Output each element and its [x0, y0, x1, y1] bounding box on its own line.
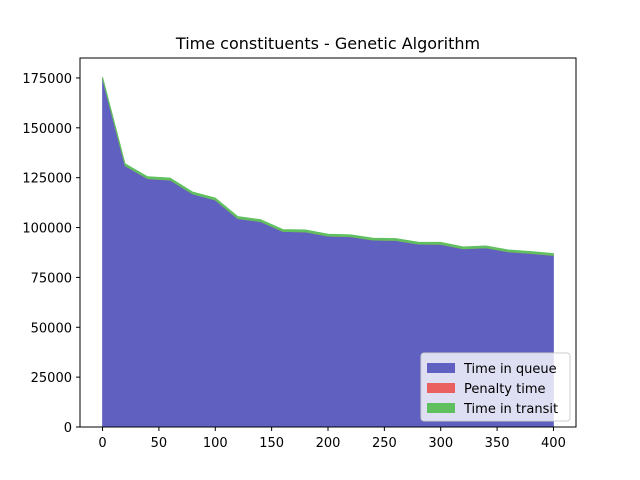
area-series-time-in-transit — [102, 76, 554, 256]
plot-frame — [79, 57, 577, 428]
legend: Time in queue Penalty time Time in transit — [420, 352, 571, 422]
y-tick-label: 100000 — [22, 222, 72, 237]
y-tick-label: 0 — [64, 421, 72, 436]
x-tick-label: 350 — [485, 436, 510, 451]
x-tick-label: 50 — [151, 436, 168, 451]
legend-label: Penalty time — [464, 382, 546, 397]
y-tick-label: 175000 — [22, 72, 72, 87]
x-tick-label: 0 — [98, 436, 106, 451]
y-axis: 0 25000 50000 75000 100000 125000 150000 175000 — [22, 72, 80, 436]
x-tick-label: 300 — [428, 436, 453, 451]
x-tick-label: 400 — [541, 436, 566, 451]
x-tick-label: 100 — [203, 436, 228, 451]
legend-swatch — [427, 363, 455, 373]
y-tick-label: 150000 — [22, 122, 72, 137]
y-tick-label: 125000 — [22, 172, 72, 187]
x-tick-label: 200 — [316, 436, 341, 451]
legend-box — [420, 352, 571, 422]
y-tick-label: 25000 — [31, 371, 72, 386]
legend-label: Time in transit — [463, 402, 558, 417]
x-tick-label: 150 — [259, 436, 284, 451]
y-tick-label: 75000 — [31, 271, 72, 286]
y-tick-label: 50000 — [31, 321, 72, 336]
chart-title: Time constituents - Genetic Algorithm — [175, 34, 480, 53]
legend-swatch — [427, 403, 455, 413]
x-axis: 0 50 100 150 200 250 300 350 400 — [98, 427, 566, 451]
legend-swatch — [427, 383, 455, 393]
legend-label: Time in queue — [463, 362, 557, 377]
x-tick-label: 250 — [372, 436, 397, 451]
